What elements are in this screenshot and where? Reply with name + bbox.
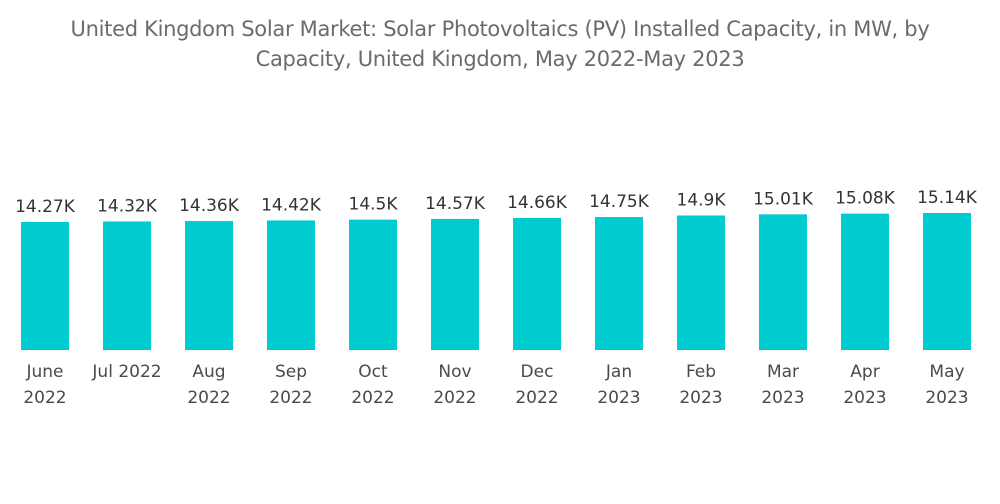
x-tick-label: 2022 <box>269 388 312 408</box>
bar-nov-2022 <box>431 218 479 350</box>
data-label: 14.5K <box>349 195 399 215</box>
bar-may-2023 <box>923 213 971 350</box>
bar-dec-2022 <box>513 217 561 350</box>
chart-title-line-2: Capacity, United Kingdom, May 2022-May 2… <box>255 47 745 71</box>
x-tick-label: Mar <box>767 362 799 382</box>
data-label: 15.08K <box>835 189 896 209</box>
x-tick-label: Oct <box>358 362 388 382</box>
bar-aug-2022 <box>185 221 233 350</box>
data-label: 14.27K <box>15 197 76 217</box>
data-label: 14.66K <box>507 193 568 213</box>
bar-apr-2023 <box>841 213 889 350</box>
data-label: 15.14K <box>917 188 978 208</box>
chart-title: United Kingdom Solar Market: Solar Photo… <box>0 14 1000 74</box>
x-tick-label: 2023 <box>925 388 968 408</box>
x-tick-label: June <box>25 362 63 382</box>
data-label: 14.57K <box>425 194 486 214</box>
data-label: 14.32K <box>97 196 158 216</box>
x-tick-label: Apr <box>850 362 879 382</box>
x-tick-label: Dec <box>521 362 554 382</box>
x-tick-label: 2023 <box>843 388 886 408</box>
data-label: 14.42K <box>261 195 322 215</box>
x-tick-label: 2022 <box>23 388 66 408</box>
data-label: 15.01K <box>753 189 814 209</box>
bar-sep-2022 <box>267 220 315 350</box>
bar-oct-2022 <box>349 219 397 350</box>
x-tick-label: 2023 <box>597 388 640 408</box>
x-tick-label: 2022 <box>515 388 558 408</box>
bar-feb-2023 <box>677 215 725 350</box>
x-tick-label: Jan <box>605 362 632 382</box>
bar-jan-2023 <box>595 217 643 350</box>
x-tick-label: 2022 <box>433 388 476 408</box>
x-tick-label: Jul 2022 <box>91 362 161 382</box>
x-tick-label: 2023 <box>761 388 804 408</box>
x-tick-label: 2022 <box>351 388 394 408</box>
x-tick-label: Nov <box>438 362 471 382</box>
bar-jul-2022 <box>103 221 151 350</box>
x-tick-label: Sep <box>275 362 307 382</box>
data-label: 14.36K <box>179 196 240 216</box>
x-tick-label: 2022 <box>187 388 230 408</box>
data-label: 14.9K <box>677 190 727 210</box>
x-tick-label: May <box>929 362 964 382</box>
data-label: 14.75K <box>589 192 650 212</box>
x-tick-label: 2023 <box>679 388 722 408</box>
chart-title-line-1: United Kingdom Solar Market: Solar Photo… <box>70 17 930 41</box>
bar-june-2022 <box>21 222 69 350</box>
x-tick-label: Feb <box>686 362 716 382</box>
bar-mar-2023 <box>759 214 807 350</box>
x-tick-label: Aug <box>192 362 225 382</box>
